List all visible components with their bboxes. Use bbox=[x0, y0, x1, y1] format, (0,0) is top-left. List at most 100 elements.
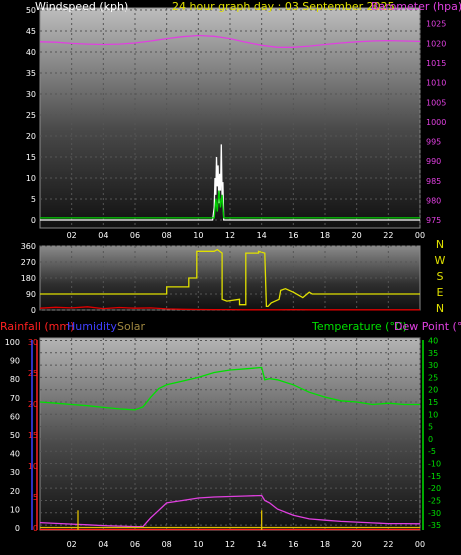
windspeed-tick-label: 0 bbox=[31, 216, 36, 225]
x-tick-label: 12 bbox=[225, 540, 235, 549]
barometer-tick-label: 1020 bbox=[426, 39, 446, 48]
temperature-tick-label: 20 bbox=[428, 386, 438, 395]
x-tick-label: 06 bbox=[130, 231, 140, 240]
temperature-tick-label: 35 bbox=[428, 349, 438, 358]
rainfall-tick-label: 15 bbox=[28, 431, 38, 440]
series-line bbox=[39, 366, 420, 411]
windspeed-tick-label: 10 bbox=[26, 174, 36, 183]
series-line bbox=[40, 248, 420, 308]
x-tick-label: 18 bbox=[320, 540, 330, 549]
temperature-tick-label: -10 bbox=[428, 460, 441, 469]
barometer-tick-label: 975 bbox=[426, 216, 441, 225]
direction-degree-ticks: 0 90 180 270 360 bbox=[21, 242, 36, 315]
windspeed-tick-label: 15 bbox=[26, 153, 36, 162]
direction-tick-label: 270 bbox=[21, 258, 36, 267]
x-tick-label: 14 bbox=[257, 540, 267, 549]
windspeed-ticks: 0 5 10 15 20 25 30 35 40 45 50 bbox=[26, 6, 36, 225]
humidity-tick-label: 20 bbox=[10, 487, 20, 496]
barometer-tick-label: 1005 bbox=[426, 98, 446, 107]
windspeed-tick-label: 30 bbox=[26, 90, 36, 99]
direction-tick-label: 0 bbox=[31, 306, 36, 315]
temperature-tick-label: 0 bbox=[428, 435, 433, 444]
panel-1-lines bbox=[39, 34, 421, 221]
panel-1-x-ticks: 02 04 06 08 10 12 14 16 18 20 22 00 bbox=[67, 231, 426, 240]
direction-tick-label: 180 bbox=[21, 274, 36, 283]
windspeed-tick-label: 40 bbox=[26, 48, 36, 57]
x-tick-label: 06 bbox=[130, 540, 140, 549]
compass-label: N bbox=[436, 302, 444, 315]
x-tick-label: 08 bbox=[162, 231, 172, 240]
x-tick-label: 00 bbox=[415, 231, 425, 240]
x-tick-label: 16 bbox=[288, 231, 298, 240]
temperature-ticks: -35 -30 -25 -20 -15 -10 -5 0 5 10 15 20 25 30 35 40 bbox=[428, 336, 441, 530]
rainfall-tick-label: 10 bbox=[28, 462, 38, 471]
legend-temperature: Temperature (°C) bbox=[311, 320, 407, 333]
chart-title: 24 hour graph day : 03 September 2025 bbox=[172, 0, 395, 13]
temperature-tick-label: -30 bbox=[428, 509, 441, 518]
humidity-tick-label: 90 bbox=[10, 357, 20, 366]
barometer-axis-label: Barometer (hpa) bbox=[371, 0, 461, 13]
series-line bbox=[39, 34, 421, 48]
x-tick-label: 02 bbox=[67, 231, 77, 240]
compass-label: S bbox=[437, 270, 444, 283]
compass-label: N bbox=[436, 238, 444, 251]
series-line bbox=[40, 144, 420, 221]
series-line bbox=[39, 306, 420, 311]
windspeed-tick-label: 45 bbox=[26, 27, 36, 36]
x-tick-label: 10 bbox=[193, 231, 203, 240]
windspeed-axis-label: Windspeed (kph) bbox=[35, 0, 128, 13]
legend-rainfall: Rainfall (mm) bbox=[0, 320, 74, 333]
barometer-tick-label: 1025 bbox=[426, 20, 446, 29]
temperature-tick-label: -5 bbox=[428, 447, 436, 456]
direction-tick-label: 360 bbox=[21, 242, 36, 251]
rainfall-tick-label: 0 bbox=[33, 524, 38, 533]
temperature-tick-label: 10 bbox=[428, 410, 438, 419]
x-tick-label: 08 bbox=[162, 540, 172, 549]
humidity-tick-label: 60 bbox=[10, 412, 20, 421]
humidity-tick-label: 40 bbox=[10, 450, 20, 459]
x-tick-label: 20 bbox=[352, 231, 362, 240]
humidity-tick-label: 30 bbox=[10, 468, 20, 477]
humidity-tick-label: 70 bbox=[10, 394, 20, 403]
windspeed-tick-label: 50 bbox=[26, 6, 36, 15]
x-tick-label: 04 bbox=[98, 231, 108, 240]
rainfall-ticks: 0 5 10 15 20 25 30 bbox=[28, 338, 38, 533]
temperature-tick-label: -35 bbox=[428, 521, 441, 530]
panel-3-lines bbox=[39, 366, 421, 531]
legend-solar: Solar bbox=[117, 320, 146, 333]
legend-humidity: Humidity bbox=[67, 320, 117, 333]
direction-tick-label: 90 bbox=[26, 290, 36, 299]
windspeed-tick-label: 35 bbox=[26, 69, 36, 78]
rainfall-tick-label: 20 bbox=[28, 400, 38, 409]
temperature-tick-label: 5 bbox=[428, 423, 433, 432]
humidity-tick-label: 80 bbox=[10, 375, 20, 384]
barometer-tick-label: 990 bbox=[426, 157, 441, 166]
x-tick-label: 04 bbox=[98, 540, 108, 549]
legend-dew-point: Dew Point (°C) bbox=[394, 320, 461, 333]
panel-3-x-ticks: 02 04 06 08 10 12 14 16 18 20 22 00 bbox=[67, 540, 426, 549]
temperature-tick-label: 40 bbox=[428, 336, 438, 345]
x-tick-label: 18 bbox=[320, 231, 330, 240]
x-tick-label: 20 bbox=[352, 540, 362, 549]
humidity-tick-label: 50 bbox=[10, 431, 20, 440]
windspeed-tick-label: 5 bbox=[31, 195, 36, 204]
x-tick-label: 14 bbox=[257, 231, 267, 240]
compass-label: W bbox=[435, 254, 446, 267]
x-tick-label: 16 bbox=[288, 540, 298, 549]
x-tick-label: 10 bbox=[193, 540, 203, 549]
x-tick-label: 22 bbox=[383, 540, 393, 549]
temperature-tick-label: 15 bbox=[428, 398, 438, 407]
wind-barometer-panel: 02 04 06 08 10 12 14 16 18 20 22 00 051015202530354… bbox=[26, 0, 461, 240]
temperature-tick-label: -25 bbox=[428, 496, 441, 505]
humidity-ticks: 0 10 20 30 40 50 60 70 80 90 100 bbox=[5, 338, 20, 533]
temperature-humidity-panel: 02 04 06 08 10 12 14 16 18 20 22 00 010203040506070… bbox=[0, 320, 461, 549]
windspeed-tick-label: 25 bbox=[26, 111, 36, 120]
humidity-tick-label: 0 bbox=[15, 524, 20, 533]
compass-label: E bbox=[437, 286, 444, 299]
temperature-tick-label: 25 bbox=[428, 373, 438, 382]
temperature-tick-label: -15 bbox=[428, 472, 441, 481]
barometer-tick-label: 985 bbox=[426, 177, 441, 186]
